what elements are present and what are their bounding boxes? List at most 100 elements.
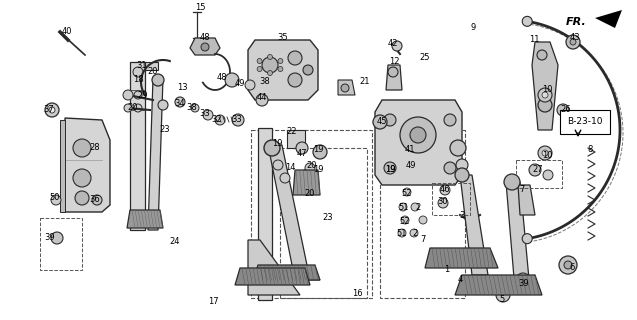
Text: 41: 41 xyxy=(404,145,415,154)
Polygon shape xyxy=(506,182,530,290)
Circle shape xyxy=(456,159,468,171)
Circle shape xyxy=(215,115,225,125)
Text: 51: 51 xyxy=(399,203,409,212)
Polygon shape xyxy=(127,210,163,228)
Text: 39: 39 xyxy=(519,279,529,289)
Polygon shape xyxy=(375,100,462,185)
Circle shape xyxy=(564,261,572,269)
Circle shape xyxy=(288,73,302,87)
Polygon shape xyxy=(518,185,535,215)
Circle shape xyxy=(124,104,132,112)
Text: 25: 25 xyxy=(420,53,430,62)
Polygon shape xyxy=(130,62,145,230)
Text: 39: 39 xyxy=(45,233,55,242)
Text: 15: 15 xyxy=(195,4,205,12)
Circle shape xyxy=(75,191,89,205)
Polygon shape xyxy=(386,65,402,90)
Circle shape xyxy=(570,39,576,45)
Circle shape xyxy=(373,115,387,129)
Text: 19: 19 xyxy=(313,145,323,154)
Circle shape xyxy=(559,256,577,274)
Text: 20: 20 xyxy=(307,161,317,170)
Circle shape xyxy=(134,104,142,112)
Text: 33: 33 xyxy=(232,115,242,124)
Circle shape xyxy=(313,145,327,159)
Circle shape xyxy=(225,73,239,87)
Circle shape xyxy=(257,67,262,71)
Bar xyxy=(432,183,470,215)
Circle shape xyxy=(232,114,244,126)
Circle shape xyxy=(392,41,402,51)
Circle shape xyxy=(305,163,315,173)
Text: 20: 20 xyxy=(128,102,138,111)
Text: 43: 43 xyxy=(569,34,580,43)
Text: 49: 49 xyxy=(406,162,416,171)
Text: 50: 50 xyxy=(50,193,61,202)
Text: 20: 20 xyxy=(148,68,158,76)
Text: 31: 31 xyxy=(137,60,147,69)
Circle shape xyxy=(45,103,59,117)
Circle shape xyxy=(450,140,466,156)
Circle shape xyxy=(280,173,290,183)
Circle shape xyxy=(522,234,532,244)
Circle shape xyxy=(398,229,406,237)
Polygon shape xyxy=(235,268,310,285)
Bar xyxy=(280,148,367,298)
Polygon shape xyxy=(60,120,65,212)
Circle shape xyxy=(410,229,418,237)
Circle shape xyxy=(504,174,520,190)
Text: 21: 21 xyxy=(360,77,370,86)
Bar xyxy=(380,130,465,298)
Bar xyxy=(287,130,305,148)
Circle shape xyxy=(538,146,552,160)
Circle shape xyxy=(444,162,456,174)
Bar xyxy=(251,130,372,298)
Circle shape xyxy=(384,162,396,174)
Text: 22: 22 xyxy=(287,127,297,137)
Text: 51: 51 xyxy=(397,229,407,238)
Text: 23: 23 xyxy=(160,125,170,134)
Polygon shape xyxy=(248,40,318,100)
Text: 29: 29 xyxy=(138,91,148,100)
Circle shape xyxy=(403,188,411,196)
Text: 16: 16 xyxy=(352,290,362,299)
Text: 45: 45 xyxy=(376,116,387,125)
Circle shape xyxy=(73,139,91,157)
Circle shape xyxy=(341,84,349,92)
Circle shape xyxy=(268,54,273,60)
Text: 42: 42 xyxy=(388,38,398,47)
Text: 27: 27 xyxy=(533,165,543,174)
Polygon shape xyxy=(293,170,320,195)
Text: 34: 34 xyxy=(175,99,185,108)
Circle shape xyxy=(92,195,102,205)
Text: 4: 4 xyxy=(457,276,462,284)
Text: 26: 26 xyxy=(561,105,571,114)
Text: 9: 9 xyxy=(470,23,476,33)
Circle shape xyxy=(538,98,552,112)
Polygon shape xyxy=(532,42,558,130)
Circle shape xyxy=(245,80,255,90)
Text: 10: 10 xyxy=(541,85,552,94)
Text: B-23-10: B-23-10 xyxy=(567,117,603,126)
Text: 24: 24 xyxy=(169,237,180,246)
Circle shape xyxy=(400,117,436,153)
Text: 19: 19 xyxy=(385,165,395,174)
Bar xyxy=(40,218,82,270)
Polygon shape xyxy=(258,128,272,300)
Circle shape xyxy=(455,168,469,182)
Text: 40: 40 xyxy=(62,28,72,36)
Circle shape xyxy=(529,164,541,176)
Circle shape xyxy=(303,65,313,75)
Circle shape xyxy=(384,114,396,126)
Text: 10: 10 xyxy=(541,150,552,159)
Circle shape xyxy=(542,150,548,156)
Bar xyxy=(133,62,158,70)
Circle shape xyxy=(557,104,569,116)
Text: 7: 7 xyxy=(420,236,426,244)
Circle shape xyxy=(444,114,456,126)
Circle shape xyxy=(134,91,142,99)
Text: 7: 7 xyxy=(519,185,525,194)
Circle shape xyxy=(538,88,552,102)
Circle shape xyxy=(51,195,61,205)
Circle shape xyxy=(73,169,91,187)
